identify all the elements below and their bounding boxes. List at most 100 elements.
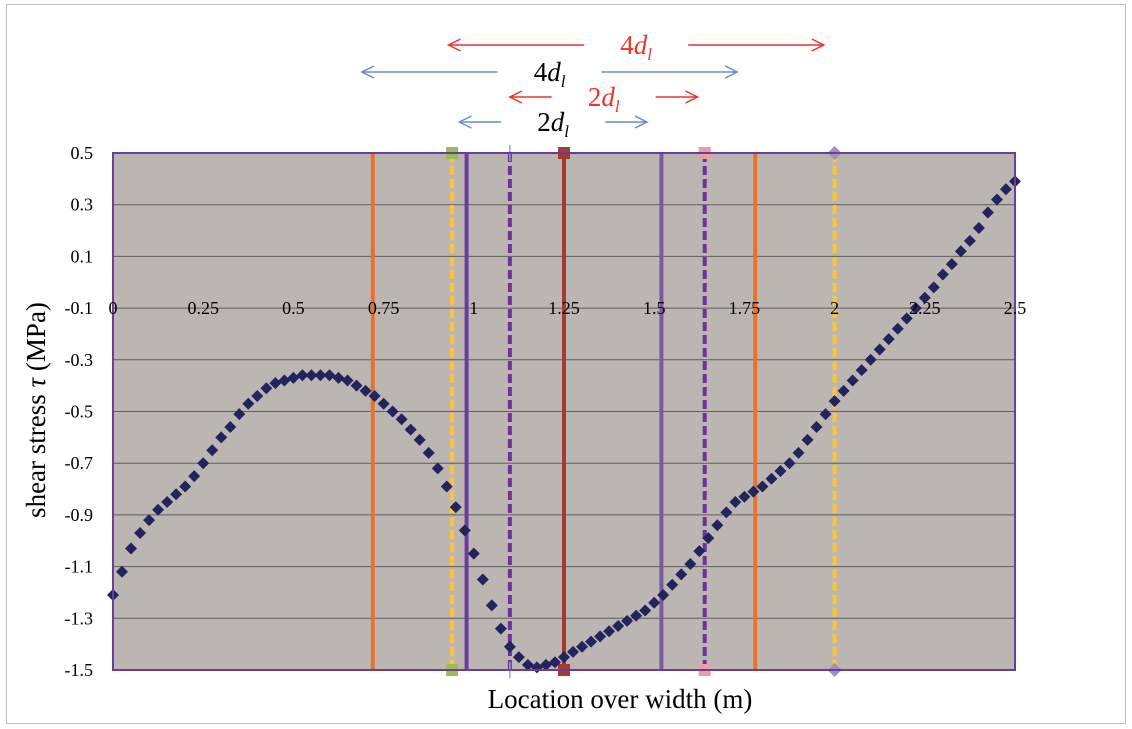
data-point (305, 369, 318, 382)
arrow-head-left (446, 38, 461, 52)
x-tick-label: 0 (109, 298, 118, 318)
data-point (603, 625, 616, 638)
data-point (404, 423, 417, 436)
span-label: 2dl (537, 107, 569, 141)
arrow-head-left (508, 90, 523, 104)
y-tick-label: 0.3 (71, 195, 94, 215)
data-point (675, 568, 688, 581)
span-annotation: 4dl (446, 30, 826, 64)
arrow-head-right (724, 65, 739, 79)
span-annotation: 2dl (508, 82, 700, 116)
span-label: 4dl (534, 57, 566, 91)
data-point (945, 258, 958, 271)
x-tick-label: 1 (469, 298, 478, 318)
x-tick-label: 2.25 (909, 298, 941, 318)
data-point (927, 281, 940, 294)
arrow-head-right (685, 90, 700, 104)
data-point (476, 573, 489, 586)
data-point (440, 480, 453, 493)
data-point (323, 369, 336, 382)
data-point (801, 433, 814, 446)
data-point (765, 472, 778, 485)
data-point (143, 514, 156, 527)
data-point (972, 221, 985, 234)
span-label: 4dl (620, 30, 652, 64)
data-point (576, 640, 589, 653)
data-point (296, 369, 309, 382)
data-point (747, 485, 760, 498)
data-point (756, 480, 769, 493)
data-point (873, 343, 886, 356)
y-tick-label: -0.1 (65, 298, 94, 318)
data-point (792, 446, 805, 459)
data-point (936, 268, 949, 281)
data-point (386, 405, 399, 418)
data-point (215, 431, 228, 444)
data-point (350, 379, 363, 392)
data-point (548, 656, 561, 669)
x-tick-label: 1.25 (548, 298, 580, 318)
y-axis-title: shear stress τ (MPa) (21, 302, 51, 518)
data-point (467, 547, 480, 560)
y-axis-title-text: shear stress (21, 387, 51, 517)
data-point (630, 609, 643, 622)
arrow-head-left (457, 115, 472, 129)
data-point (494, 622, 507, 635)
data-point (999, 183, 1012, 196)
span-annotation: 2dl (457, 107, 649, 141)
x-axis-title: Location over width (m) (488, 684, 753, 714)
y-tick-label: -0.5 (65, 402, 94, 422)
x-tick-label: 1.75 (729, 298, 761, 318)
data-point (512, 651, 525, 664)
y-tick-label: 0.1 (71, 246, 94, 266)
data-point (855, 364, 868, 377)
x-tick-label: 0.75 (368, 298, 400, 318)
data-point (539, 658, 552, 671)
data-point (287, 371, 300, 384)
data-point (864, 353, 877, 366)
data-point (368, 389, 381, 402)
data-point (990, 193, 1003, 206)
data-point (260, 382, 273, 395)
data-point (224, 421, 237, 434)
data-point (558, 651, 570, 664)
data-point (954, 245, 967, 258)
data-point (837, 384, 850, 397)
data-point (413, 433, 426, 446)
data-point (503, 640, 516, 653)
data-point (161, 495, 174, 508)
data-point (720, 506, 733, 519)
data-point (152, 503, 165, 516)
plot-border (112, 152, 1016, 671)
data-point (458, 524, 471, 537)
y-tick-label: -1.1 (65, 557, 94, 577)
y-tick-label: -0.7 (65, 453, 94, 473)
data-point (431, 462, 444, 475)
data-point (981, 206, 994, 219)
data-point (963, 234, 976, 247)
data-point (233, 408, 246, 421)
data-point (188, 470, 201, 483)
data-point (269, 377, 282, 390)
data-point (251, 389, 264, 402)
data-point (134, 526, 147, 539)
x-tick-label: 0.5 (282, 298, 305, 318)
data-point (197, 457, 210, 470)
data-point (521, 658, 534, 671)
y-tick-label: -1.3 (65, 608, 94, 628)
data-point (900, 312, 913, 325)
data-point (909, 302, 922, 315)
x-axis-ticks: 0 0.25 0.5 0.75 1 1.25 1.5 1.75 2 2.25 2.5 (109, 298, 1027, 318)
data-point (485, 599, 498, 612)
x-tick-label: 1.5 (643, 298, 666, 318)
x-tick-label: 2.5 (1004, 298, 1027, 318)
span-label: 2dl (588, 82, 620, 116)
data-point (828, 395, 841, 408)
y-axis-title-unit: (MPa) (21, 302, 51, 378)
y-tick-label: 0.5 (71, 143, 94, 163)
data-point (711, 519, 724, 532)
arrow-head-right (811, 38, 826, 52)
data-point (846, 374, 859, 387)
